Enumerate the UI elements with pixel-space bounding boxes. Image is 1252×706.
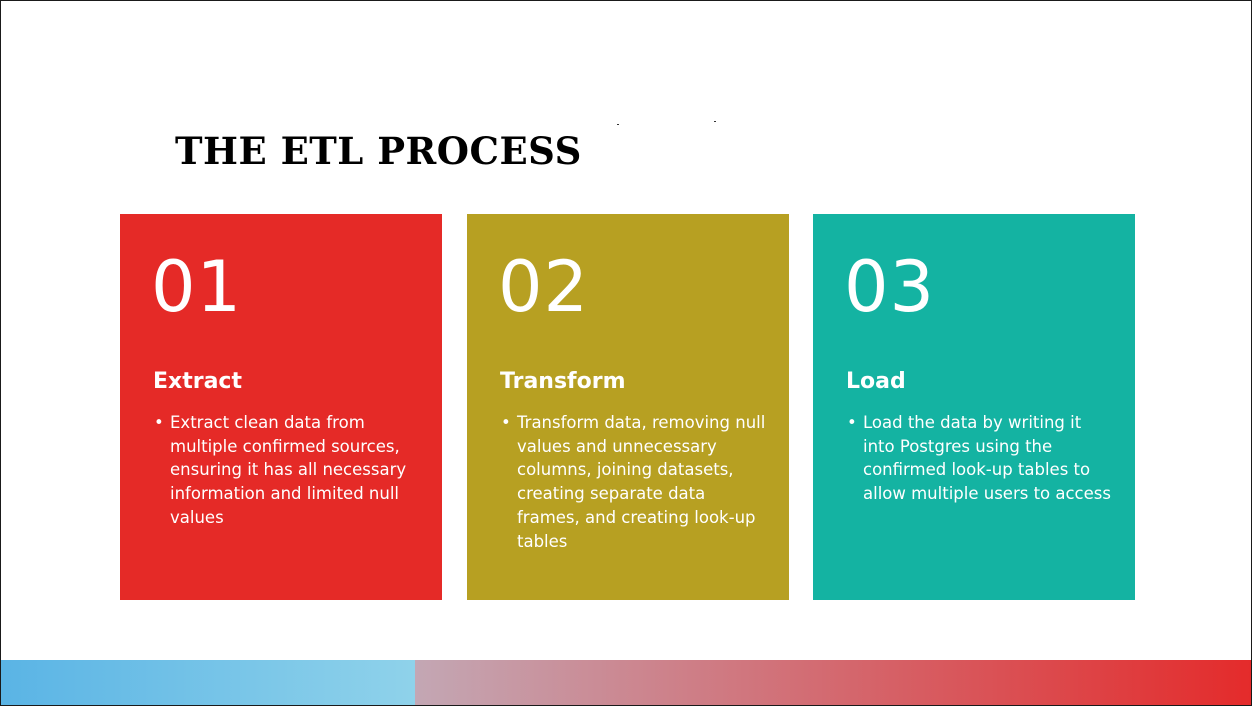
card-bullet-list: Load the data by writing it into Postgre… — [846, 411, 1117, 506]
card-number: 03 — [844, 246, 936, 328]
card-transform: 02 Transform Transform data, removing nu… — [467, 214, 789, 600]
speck-mark — [714, 121, 716, 122]
card-title: Extract — [153, 369, 242, 394]
bottom-bar-blue-segment — [1, 660, 415, 705]
card-bullet-list: Transform data, removing null values and… — [500, 411, 771, 553]
bottom-decorative-bar — [1, 660, 1251, 705]
card-title: Load — [846, 369, 906, 394]
card-extract: 01 Extract Extract clean data from multi… — [120, 214, 442, 600]
card-number: 01 — [151, 246, 243, 328]
card-bullet-list: Extract clean data from multiple confirm… — [153, 411, 424, 530]
card-bullet: Transform data, removing null values and… — [500, 411, 771, 553]
card-bullet: Extract clean data from multiple confirm… — [153, 411, 424, 530]
card-load: 03 Load Load the data by writing it into… — [813, 214, 1135, 600]
card-title: Transform — [500, 369, 626, 394]
slide-title: THE ETL PROCESS — [175, 129, 582, 173]
card-number: 02 — [498, 246, 590, 328]
speck-mark — [617, 124, 619, 125]
card-bullet: Load the data by writing it into Postgre… — [846, 411, 1117, 506]
bottom-bar-red-segment — [415, 660, 1251, 705]
